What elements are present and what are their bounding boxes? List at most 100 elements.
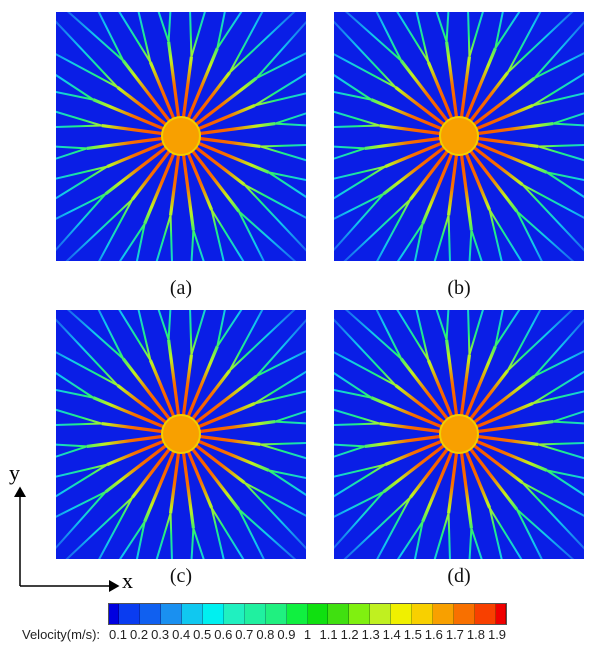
flow-branch — [56, 165, 108, 200]
flow-branch — [344, 12, 402, 62]
panel-a — [56, 12, 306, 261]
flow-branch — [334, 110, 380, 127]
flow-branch — [546, 171, 584, 182]
flow-branch — [532, 92, 584, 107]
flow-branch — [155, 513, 172, 559]
flow-branch — [521, 183, 584, 219]
colorbar-tick-label: 1.1 — [319, 627, 338, 642]
flow-branch — [56, 124, 102, 128]
flow-branch — [552, 112, 584, 125]
colorbar-segment — [181, 604, 203, 624]
panel-label-b: (b) — [447, 277, 471, 299]
flow-branch — [413, 521, 424, 559]
flow-branch — [135, 223, 146, 261]
panel-d — [334, 310, 584, 559]
colorbar-segment — [307, 604, 329, 624]
flow-branch — [343, 198, 411, 261]
flow-branch — [229, 310, 296, 372]
flow-branch — [334, 73, 372, 101]
flow-branch — [190, 230, 195, 261]
flow-branch — [415, 12, 430, 63]
flow-branch — [468, 528, 473, 559]
flow-branch — [334, 463, 386, 498]
flow-branch — [435, 310, 448, 341]
flow-branch — [521, 184, 584, 252]
flow-branch — [66, 12, 124, 62]
flow-branch — [334, 491, 385, 550]
colorbar-tick-label: 1.2 — [340, 627, 359, 642]
flow-branch — [56, 422, 102, 426]
flow-branch — [494, 310, 504, 347]
flow-branch — [255, 350, 306, 378]
flow-branch — [552, 410, 584, 423]
colorbar-tick-label: 0.4 — [172, 627, 191, 642]
panel-label-d: (d) — [447, 565, 471, 587]
flow-branch — [488, 209, 503, 261]
colorbar-segment — [109, 604, 119, 624]
flow-branch — [507, 12, 574, 74]
colorbar-tick-label: 0.1 — [108, 627, 128, 642]
flow-branch — [118, 521, 146, 559]
flow-branch — [56, 463, 108, 478]
colorbar-tick-label: 0.5 — [193, 627, 212, 642]
flow-branch — [56, 445, 88, 458]
flow-branch — [546, 171, 584, 199]
flow-branch — [238, 508, 297, 559]
flow-branch — [334, 53, 397, 89]
colorbar-segment — [160, 604, 182, 624]
flow-branch — [445, 12, 450, 42]
flow-branch — [376, 198, 412, 261]
flow-branch — [97, 12, 125, 62]
flow-branch — [334, 408, 380, 425]
flow-branch — [275, 420, 306, 425]
colorbar-segment — [349, 604, 371, 624]
colorbar-segment — [496, 604, 507, 624]
flow-branch — [56, 20, 119, 88]
flow-branch — [553, 420, 584, 425]
flow-branch — [396, 521, 424, 559]
colorbar — [108, 603, 507, 625]
flow-branch — [521, 482, 584, 550]
flow-branch — [334, 445, 366, 458]
colorbar-tick-label: 1.6 — [424, 627, 443, 642]
flow-branch — [167, 12, 172, 42]
flow-branch — [155, 215, 172, 261]
flow-branch — [521, 481, 584, 517]
flow-branch — [255, 52, 306, 80]
flow-branch — [533, 318, 584, 377]
flow-branch — [118, 310, 152, 361]
flow-branch — [118, 223, 146, 261]
flow-branch — [56, 192, 107, 220]
flow-branch — [56, 145, 87, 150]
colorbar-segment — [454, 604, 476, 624]
flow-branch — [190, 12, 206, 57]
flow-branch — [56, 463, 108, 498]
flow-branch — [470, 229, 483, 261]
flow-branch — [210, 507, 225, 559]
flow-branch — [190, 310, 206, 355]
flow-branch — [274, 112, 306, 125]
flow-branch — [169, 215, 173, 261]
flow-branch — [532, 370, 584, 405]
flow-branch — [488, 507, 503, 559]
flow-branch — [216, 310, 226, 347]
flow-branch — [243, 183, 306, 219]
colorbar-tick-label: 0.8 — [256, 627, 275, 642]
flow-branch — [467, 12, 471, 57]
colorbar-tick-label: 1.5 — [403, 627, 422, 642]
flow-branch — [216, 12, 243, 49]
flow-branch — [268, 171, 306, 182]
flow-branch — [210, 209, 245, 261]
flow-branch — [532, 390, 584, 405]
flow-branch — [334, 147, 366, 160]
flow-branch — [98, 496, 134, 559]
flow-branch — [56, 490, 107, 518]
flow-branch — [169, 513, 173, 559]
flow-branch — [515, 508, 543, 559]
flow-branch — [157, 12, 170, 43]
flow-branch — [470, 527, 483, 559]
flow-branch — [546, 469, 584, 480]
colorbar-segment — [223, 604, 245, 624]
central-inlet — [161, 414, 201, 454]
flow-branch — [344, 310, 402, 360]
